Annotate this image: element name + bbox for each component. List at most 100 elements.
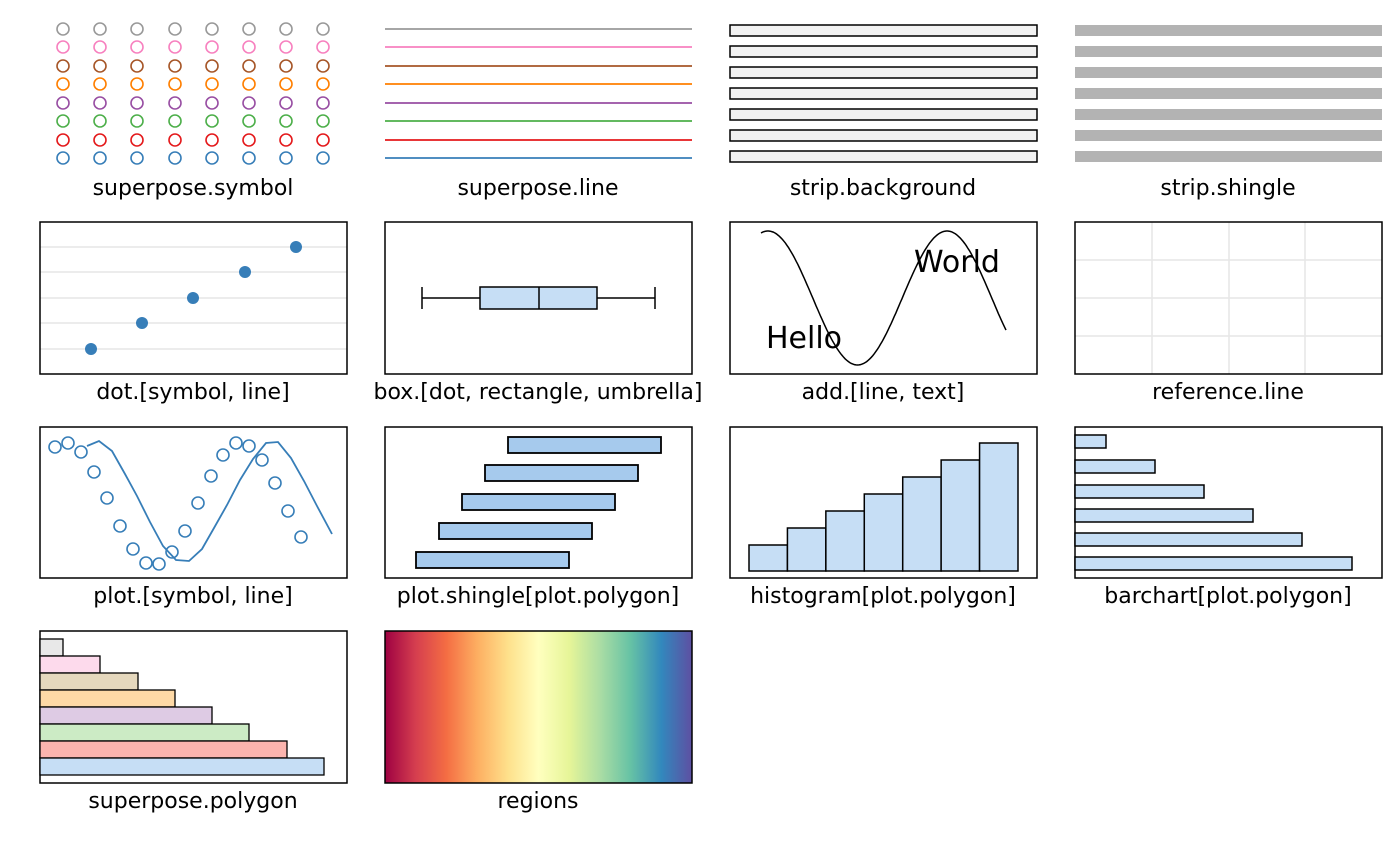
plot-symbol bbox=[74, 445, 88, 459]
superpose-symbol-label: superpose.symbol bbox=[93, 176, 294, 201]
shingle-bar bbox=[415, 551, 570, 569]
superpose-symbol-point bbox=[242, 40, 256, 54]
dot-label: dot.[symbol, line] bbox=[96, 380, 289, 405]
superpose-symbol-point bbox=[56, 133, 70, 147]
superpose-polygon-bar bbox=[39, 706, 213, 725]
superpose-symbol-point bbox=[279, 59, 293, 73]
barchart-frame bbox=[1074, 426, 1383, 579]
superpose-symbol-point bbox=[242, 59, 256, 73]
superpose-symbol-point bbox=[316, 133, 330, 147]
superpose-symbol-point bbox=[242, 114, 256, 128]
histogram-panel bbox=[729, 426, 1038, 579]
add-panel-frame bbox=[729, 221, 1038, 375]
dot-panel-frame bbox=[39, 221, 348, 375]
regions-label: regions bbox=[497, 789, 578, 814]
superpose-symbol-point bbox=[93, 59, 107, 73]
reference-line-label: reference.line bbox=[1152, 380, 1304, 405]
histogram-bar bbox=[901, 476, 942, 572]
plot-panel bbox=[39, 426, 348, 579]
dot-symbol bbox=[136, 317, 148, 329]
plot-shingle-frame bbox=[384, 426, 693, 579]
superpose-symbol-point bbox=[56, 22, 70, 36]
plot-symbol bbox=[165, 545, 179, 559]
superpose-symbol-point bbox=[93, 133, 107, 147]
superpose-symbol-point bbox=[279, 96, 293, 110]
plot-symbol bbox=[281, 504, 295, 518]
plot-label: plot.[symbol, line] bbox=[93, 584, 292, 609]
strip-shingle-bar bbox=[1075, 130, 1382, 141]
superpose-line-label: superpose.line bbox=[457, 176, 618, 201]
superpose-symbol-point bbox=[242, 151, 256, 165]
superpose-polygon-bar bbox=[39, 740, 288, 759]
histogram-bar bbox=[748, 544, 789, 572]
add-text-hello: Hello bbox=[766, 321, 842, 356]
barchart-panel bbox=[1074, 426, 1383, 579]
dot-symbol bbox=[239, 266, 251, 278]
plot-symbol bbox=[48, 440, 62, 454]
superpose-symbol-point bbox=[279, 151, 293, 165]
superpose-symbol-point bbox=[205, 151, 219, 165]
superpose-symbol-point bbox=[316, 96, 330, 110]
plot-symbol bbox=[152, 557, 166, 571]
superpose-symbol-point bbox=[93, 151, 107, 165]
strip-background-bar bbox=[729, 150, 1038, 163]
superpose-symbol-point bbox=[279, 77, 293, 91]
superpose-symbol-point bbox=[56, 59, 70, 73]
plot-symbol bbox=[204, 469, 218, 483]
dot-symbol bbox=[290, 241, 302, 253]
superpose-symbol-point bbox=[168, 151, 182, 165]
histogram-bar bbox=[825, 510, 866, 572]
superpose-symbol-point bbox=[316, 59, 330, 73]
plot-shingle-label: plot.shingle[plot.polygon] bbox=[397, 584, 679, 609]
superpose-polygon-bar bbox=[39, 757, 325, 776]
superpose-symbol-point bbox=[130, 151, 144, 165]
superpose-symbol-point bbox=[168, 22, 182, 36]
strip-background-label: strip.background bbox=[790, 176, 976, 201]
superpose-polygon-bar bbox=[39, 655, 101, 674]
dot-symbol bbox=[187, 292, 199, 304]
superpose-symbol-point bbox=[242, 96, 256, 110]
shingle-bar bbox=[484, 464, 639, 482]
superpose-symbol-point bbox=[93, 96, 107, 110]
histogram-bar bbox=[786, 527, 827, 572]
superpose-symbol-point bbox=[316, 40, 330, 54]
superpose-symbol-point bbox=[205, 40, 219, 54]
superpose-symbol-point bbox=[205, 114, 219, 128]
superpose-symbol-point bbox=[205, 77, 219, 91]
superpose-symbol-point bbox=[205, 59, 219, 73]
dot-symbol bbox=[85, 343, 97, 355]
strip-background-bar bbox=[729, 87, 1038, 100]
add-label: add.[line, text] bbox=[802, 380, 965, 405]
shingle-bar bbox=[461, 493, 616, 511]
superpose-symbol-point bbox=[130, 77, 144, 91]
plot-symbol bbox=[268, 476, 282, 490]
superpose-symbol-point bbox=[93, 77, 107, 91]
superpose-symbol-point bbox=[168, 77, 182, 91]
add-text-world: World bbox=[914, 245, 1000, 280]
histogram-frame bbox=[729, 426, 1038, 579]
plot-line bbox=[86, 439, 333, 562]
superpose-symbol-point bbox=[130, 59, 144, 73]
superpose-symbol-point bbox=[56, 114, 70, 128]
strip-background-panel bbox=[729, 24, 1038, 163]
superpose-symbol-point bbox=[316, 114, 330, 128]
superpose-symbol-point bbox=[93, 22, 107, 36]
superpose-symbol-point bbox=[168, 59, 182, 73]
regions-color-ramp bbox=[384, 630, 693, 784]
superpose-symbol-point bbox=[130, 40, 144, 54]
plot-shingle-panel bbox=[384, 426, 693, 579]
superpose-symbol-point bbox=[242, 133, 256, 147]
barchart-bar bbox=[1074, 508, 1254, 523]
superpose-symbol-point bbox=[130, 96, 144, 110]
superpose-symbol-point bbox=[56, 40, 70, 54]
superpose-symbol-point bbox=[168, 114, 182, 128]
dot-panel bbox=[39, 221, 348, 375]
reference-panel-frame bbox=[1074, 221, 1383, 375]
plot-symbol bbox=[242, 439, 256, 453]
plot-symbol bbox=[294, 530, 308, 544]
plot-panel-frame bbox=[39, 426, 348, 579]
superpose-polygon-bar bbox=[39, 723, 250, 742]
box-panel bbox=[384, 221, 693, 375]
plot-symbol bbox=[126, 542, 140, 556]
shingle-bar bbox=[507, 436, 662, 454]
